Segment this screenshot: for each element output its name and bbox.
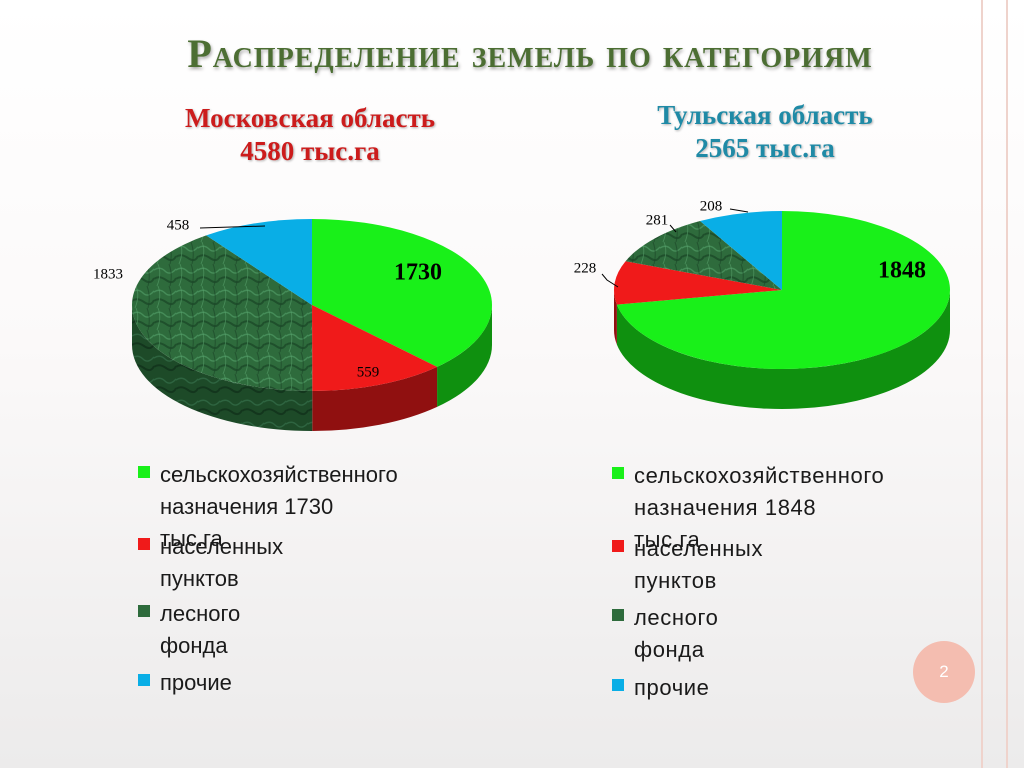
pie-slice-2: [132, 235, 313, 391]
legend-swatch-forest: [612, 609, 624, 621]
frame-line-left: [981, 0, 983, 768]
legend-label: сельскохозяйственного: [160, 462, 398, 487]
tula-region-name: Тульская область: [657, 100, 873, 130]
legend-label-cont: назначения 1730 тыс.га: [160, 494, 334, 551]
moscow-chart-title: Московская область 4580 тыс.га: [110, 102, 510, 168]
tula-legend-agricultural: сельскохозяйственного назначения 1848 ты…: [612, 460, 884, 556]
tula-legend-settlements: населенных пунктов: [612, 533, 763, 597]
legend-label: сельскохозяйственного: [634, 463, 885, 488]
tula-chart-title: Тульская область 2565 тыс.га: [565, 99, 965, 165]
pie-side-0: [616, 290, 950, 409]
data-label-3: 208: [700, 198, 723, 214]
legend-swatch-forest: [138, 605, 150, 617]
page-number-badge: 2: [913, 641, 975, 703]
moscow-legend-agricultural: сельскохозяйственного назначения 1730 ты…: [138, 459, 398, 555]
pie-slice-3: [700, 211, 782, 290]
leader-line-2: [669, 224, 677, 233]
legend-label: лесного фонда: [160, 601, 241, 658]
legend-label: населенных пунктов: [634, 536, 764, 593]
legend-label: лесного фонда: [634, 605, 719, 662]
moscow-legend-forest: лесного фонда: [138, 598, 240, 662]
data-label-2: 281: [646, 212, 669, 228]
leader-line-3: [729, 208, 749, 213]
data-label-1: 228: [574, 260, 597, 276]
leader-line-1: [601, 273, 619, 288]
pie-side-2: [132, 305, 313, 431]
pie-side-0: [437, 305, 492, 407]
pie-side-1: [614, 290, 617, 345]
pie-slice-0: [312, 219, 492, 367]
legend-label: прочие: [634, 675, 710, 700]
tula-legend-other: прочие: [612, 672, 710, 704]
tula-total-area: 2565 тыс.га: [695, 133, 835, 163]
frame-line-right: [1006, 0, 1008, 768]
legend-label: прочие: [160, 670, 232, 695]
legend-swatch-green: [612, 467, 624, 479]
pie-slice-2: [625, 221, 782, 290]
data-label-3: 458: [167, 217, 190, 233]
legend-swatch-blue: [612, 679, 624, 691]
data-label-2: 1833: [93, 266, 123, 282]
pie-slice-1: [614, 261, 782, 305]
data-label-0: 1730: [394, 260, 442, 286]
pie-slice-0: [616, 211, 951, 369]
legend-swatch-blue: [138, 674, 150, 686]
slide-title: Распределение земель по категориям: [187, 31, 873, 76]
legend-label-cont: назначения 1848 тыс.га: [634, 495, 817, 552]
data-label-0: 1848: [878, 258, 926, 284]
pie-slice-1: [312, 305, 438, 391]
tula-pie-chart: 1848 228 281 208: [574, 198, 951, 409]
pie-side-1: [312, 366, 438, 431]
legend-swatch-red: [138, 538, 150, 550]
moscow-region-name: Московская область: [184, 103, 436, 133]
legend-label: населенных пунктов: [160, 534, 284, 591]
leader-line-3: [199, 225, 266, 229]
moscow-total-area: 4580 тыс.га: [240, 136, 380, 166]
pie-slice-3: [206, 219, 312, 305]
legend-swatch-green: [138, 466, 150, 478]
tula-legend-forest: лесного фонда: [612, 602, 718, 666]
moscow-legend-settlements: населенных пунктов: [138, 531, 283, 595]
moscow-legend-other: прочие: [138, 667, 232, 699]
moscow-pie-chart: 1730 559 1833 458: [93, 217, 492, 431]
legend-swatch-red: [612, 540, 624, 552]
data-label-1: 559: [357, 364, 380, 380]
